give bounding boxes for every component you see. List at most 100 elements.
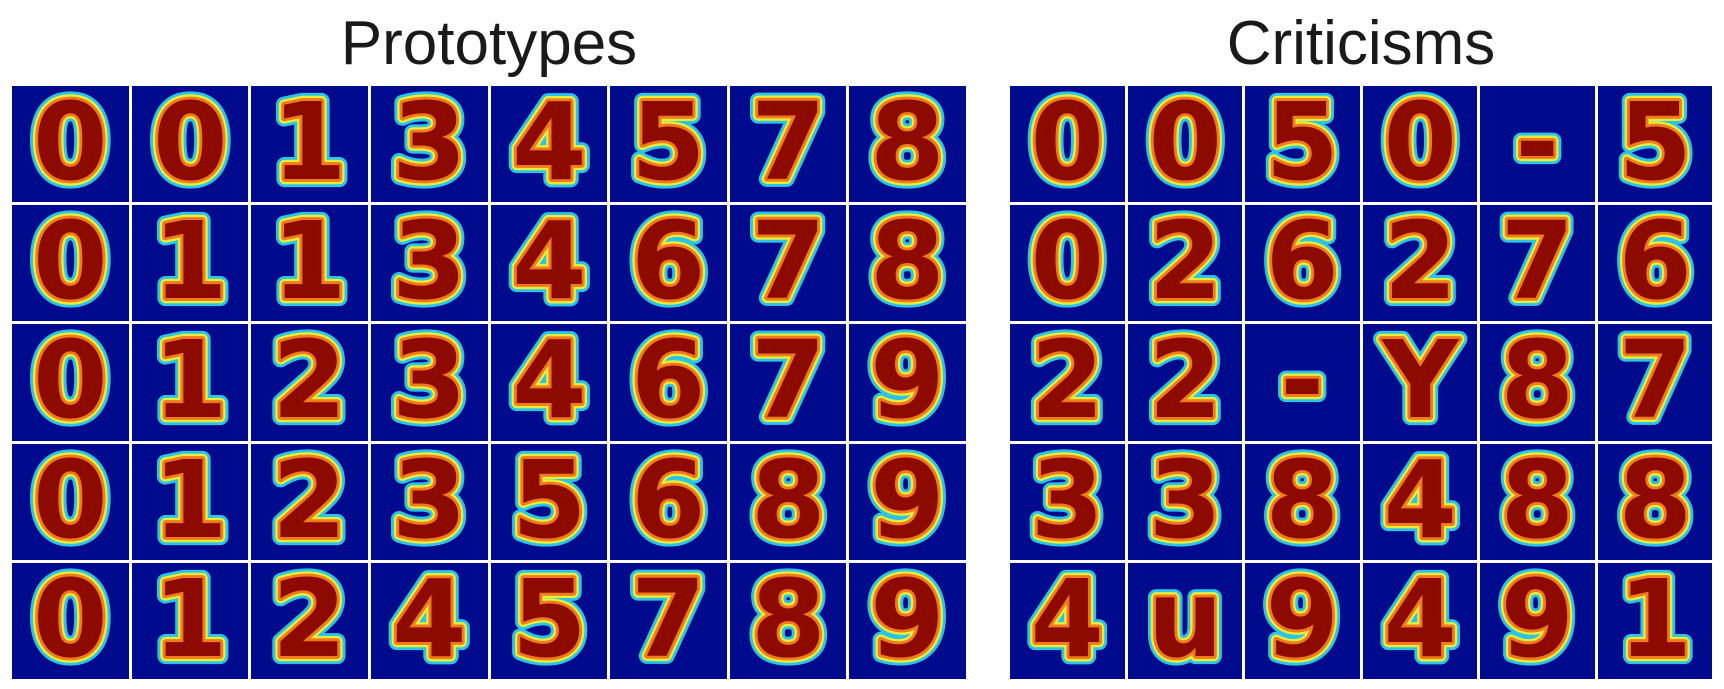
svg-text:7: 7 (1501, 205, 1574, 321)
svg-text:5: 5 (511, 444, 586, 560)
svg-text:0: 0 (33, 86, 108, 202)
svg-text:0: 0 (1383, 86, 1456, 202)
svg-text:2: 2 (1383, 205, 1456, 321)
svg-text:0: 0 (1031, 86, 1104, 202)
svg-text:9: 9 (1266, 563, 1339, 679)
svg-text:8: 8 (1266, 444, 1339, 560)
svg-text:9: 9 (870, 444, 945, 560)
svg-text:4: 4 (1383, 444, 1456, 560)
svg-text:3: 3 (1031, 444, 1104, 560)
svg-text:3: 3 (392, 324, 467, 440)
svg-text:0: 0 (1383, 86, 1456, 202)
svg-text:4: 4 (392, 563, 467, 679)
svg-text:7: 7 (751, 324, 826, 440)
svg-text:8: 8 (1501, 324, 1574, 440)
svg-text:5: 5 (511, 563, 586, 679)
svg-text:8: 8 (1266, 444, 1339, 560)
svg-text:0: 0 (33, 324, 108, 440)
svg-text:-: - (1280, 324, 1324, 440)
svg-text:9: 9 (1501, 563, 1574, 679)
svg-text:8: 8 (751, 444, 826, 560)
svg-text:7: 7 (631, 563, 706, 679)
svg-text:3: 3 (392, 444, 467, 560)
svg-text:-: - (1280, 324, 1324, 440)
svg-text:8: 8 (751, 563, 826, 679)
svg-text:2: 2 (1148, 205, 1221, 321)
svg-text:5: 5 (511, 444, 586, 560)
svg-text:8: 8 (1501, 324, 1574, 440)
svg-text:3: 3 (392, 86, 467, 202)
svg-text:4: 4 (511, 205, 586, 321)
svg-text:6: 6 (1266, 205, 1339, 321)
criticisms-title: Criticisms (1226, 9, 1496, 78)
svg-text:0: 0 (33, 324, 108, 440)
svg-text:9: 9 (1266, 563, 1339, 679)
svg-text:0: 0 (33, 563, 108, 679)
svg-text:6: 6 (631, 324, 706, 440)
svg-text:7: 7 (751, 205, 826, 321)
svg-text:1: 1 (153, 444, 228, 560)
svg-text:3: 3 (1148, 444, 1221, 560)
svg-text:8: 8 (751, 444, 826, 560)
svg-text:-: - (1515, 86, 1559, 202)
svg-text:0: 0 (33, 205, 108, 321)
svg-text:6: 6 (631, 444, 706, 560)
svg-text:3: 3 (392, 444, 467, 560)
svg-text:8: 8 (1618, 444, 1691, 560)
svg-text:0: 0 (1031, 86, 1104, 202)
svg-text:2: 2 (1383, 205, 1456, 321)
svg-text:4: 4 (1383, 444, 1456, 560)
svg-text:7: 7 (1501, 205, 1574, 321)
svg-text:0: 0 (1148, 86, 1221, 202)
svg-text:4: 4 (511, 205, 586, 321)
svg-text:5: 5 (1266, 86, 1339, 202)
svg-text:0: 0 (33, 205, 108, 321)
svg-text:3: 3 (392, 86, 467, 202)
svg-text:8: 8 (870, 205, 945, 321)
svg-text:3: 3 (392, 205, 467, 321)
svg-text:7: 7 (751, 205, 826, 321)
svg-text:8: 8 (1618, 444, 1691, 560)
svg-text:6: 6 (631, 324, 706, 440)
svg-text:6: 6 (1618, 205, 1691, 321)
svg-text:7: 7 (751, 86, 826, 202)
svg-text:0: 0 (33, 324, 108, 440)
svg-text:6: 6 (1266, 205, 1339, 321)
svg-text:0: 0 (33, 444, 108, 560)
criticism-tile: ---- (1480, 86, 1595, 203)
svg-text:4: 4 (511, 86, 586, 202)
svg-text:6: 6 (631, 324, 706, 440)
svg-text:8: 8 (1501, 444, 1574, 560)
svg-text:u: u (1147, 563, 1222, 679)
svg-text:2: 2 (1031, 324, 1104, 440)
svg-text:8: 8 (1501, 324, 1574, 440)
svg-text:5: 5 (1266, 86, 1339, 202)
svg-text:8: 8 (751, 444, 826, 560)
svg-text:9: 9 (870, 324, 945, 440)
svg-text:5: 5 (631, 86, 706, 202)
svg-text:2: 2 (1148, 205, 1221, 321)
svg-text:4: 4 (1031, 563, 1104, 679)
svg-text:0: 0 (1148, 86, 1221, 202)
criticism-tile: ---- (1245, 324, 1360, 441)
